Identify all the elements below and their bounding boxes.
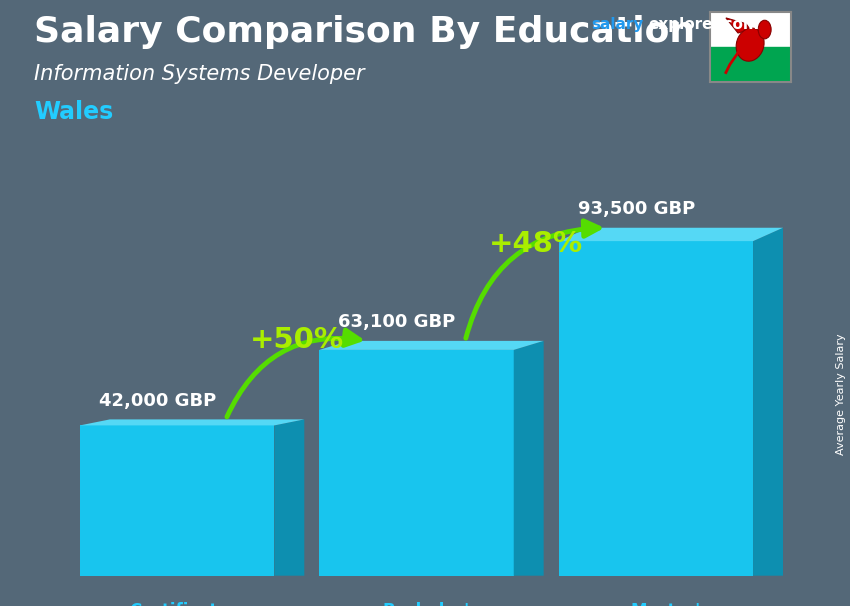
Polygon shape xyxy=(726,18,750,33)
Text: 63,100 GBP: 63,100 GBP xyxy=(338,313,456,331)
Text: Salary Comparison By Education: Salary Comparison By Education xyxy=(34,15,695,49)
Polygon shape xyxy=(320,341,544,350)
Text: +50%: +50% xyxy=(250,326,344,354)
Text: Wales: Wales xyxy=(34,100,113,124)
Text: Average Yearly Salary: Average Yearly Salary xyxy=(836,333,846,454)
Text: 93,500 GBP: 93,500 GBP xyxy=(578,201,695,218)
Polygon shape xyxy=(558,228,783,241)
Text: Information Systems Developer: Information Systems Developer xyxy=(34,64,365,84)
Polygon shape xyxy=(558,241,753,576)
Circle shape xyxy=(758,20,771,39)
Polygon shape xyxy=(513,341,544,576)
Polygon shape xyxy=(80,425,275,576)
Polygon shape xyxy=(80,419,304,425)
Ellipse shape xyxy=(736,28,764,61)
Polygon shape xyxy=(320,350,513,576)
Polygon shape xyxy=(753,228,783,576)
Text: Master's
Degree: Master's Degree xyxy=(631,602,711,606)
Text: explorer.com: explorer.com xyxy=(649,17,759,32)
Text: 42,000 GBP: 42,000 GBP xyxy=(99,392,216,410)
Text: salary: salary xyxy=(591,17,643,32)
Text: Bachelor's
Degree: Bachelor's Degree xyxy=(382,602,480,606)
Text: +48%: +48% xyxy=(489,230,583,258)
Text: Certificate or
Diploma: Certificate or Diploma xyxy=(130,602,254,606)
Polygon shape xyxy=(275,419,304,576)
